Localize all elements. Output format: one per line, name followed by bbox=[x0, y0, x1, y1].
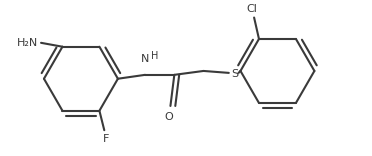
Text: O: O bbox=[164, 112, 173, 122]
Text: H₂N: H₂N bbox=[17, 38, 38, 48]
Text: Cl: Cl bbox=[247, 4, 257, 14]
Text: H: H bbox=[151, 51, 158, 61]
Text: N: N bbox=[141, 54, 149, 64]
Text: S: S bbox=[231, 69, 238, 79]
Text: F: F bbox=[103, 134, 109, 144]
